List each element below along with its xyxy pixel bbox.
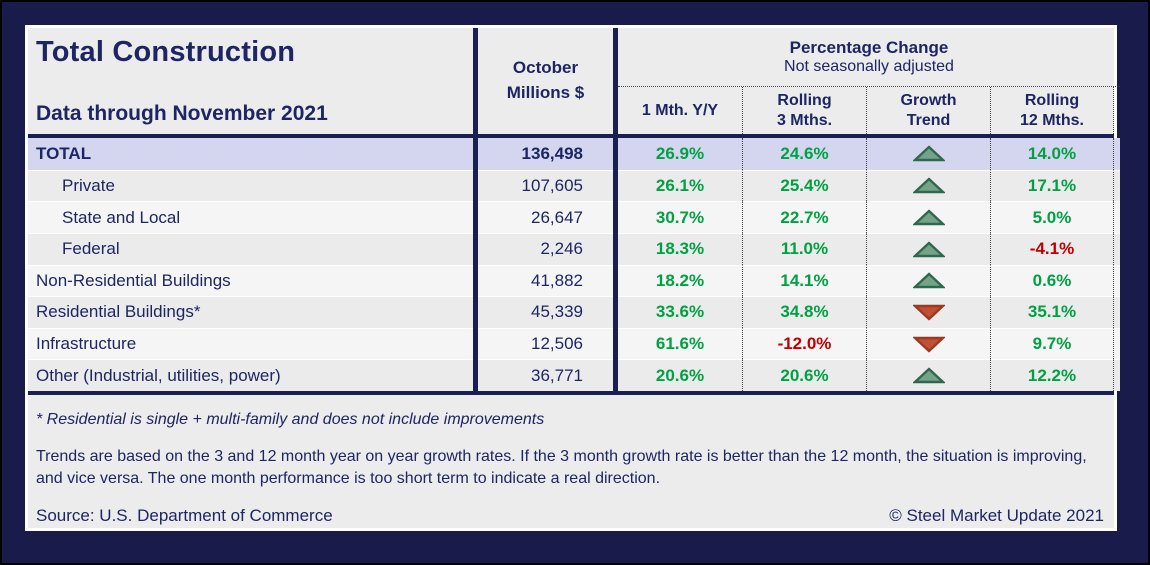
pct-1mth-value: 18.3% [618, 232, 742, 265]
trend-up-icon [866, 232, 990, 265]
sub-column-headers: 1 Mth. Y/Y Rolling 3 Mths. Growth Trend Rol… [618, 87, 1120, 134]
pct-3mths-value: 20.6% [742, 359, 866, 391]
row-label: State and Local [28, 201, 473, 233]
source-row: Source: U.S. Department of Commerce © St… [36, 506, 1104, 528]
column-header-1mth-yy: 1 Mth. Y/Y [641, 101, 719, 119]
trend-up-icon [866, 264, 990, 297]
row-value: 107,605 [478, 169, 613, 202]
pct-3mths-value: 14.1% [742, 264, 866, 297]
table-row: Other (Industrial, utilities, power) 36,7… [28, 359, 1120, 391]
table-row: Private 107,605 26.1% 25.4% 17.1% [28, 169, 1120, 202]
page-subtitle: Data through November 2021 [36, 102, 328, 125]
row-value: 12,506 [478, 327, 613, 360]
row-label: Private [28, 169, 473, 202]
pct-3mths-value: 34.8% [742, 296, 866, 328]
row-label: Non-Residential Buildings [28, 264, 473, 297]
pct-3mths-value: 22.7% [742, 201, 866, 233]
trend-up-icon [866, 201, 990, 233]
pct-12mths-value: 5.0% [990, 201, 1114, 233]
trend-down-icon [866, 327, 990, 360]
trend-up-icon [866, 169, 990, 202]
pct-1mth-value: 61.6% [618, 327, 742, 360]
row-value: 136,498 [521, 143, 583, 163]
group-header: Percentage Change Not seasonally adjuste… [618, 28, 1120, 87]
table-row: State and Local 26,647 30.7% 22.7% 5.0% [28, 201, 1120, 233]
pct-3mths-value: -12.0% [742, 327, 866, 360]
content-panel: Total Construction Data through November… [25, 25, 1120, 534]
group-header-title: Percentage Change [789, 38, 949, 57]
pct-12mths-value: 17.1% [990, 169, 1114, 202]
table-row: Federal 2,246 18.3% 11.0% -4.1% [28, 232, 1120, 265]
header-divider-line [28, 134, 1114, 138]
row-end-pad [1114, 169, 1120, 202]
pct-3mths-value: 24.6% [742, 138, 866, 170]
row-value: 45,339 [478, 296, 613, 328]
pct-1mth-value: 20.6% [618, 359, 742, 391]
row-end-pad [1114, 201, 1120, 233]
pct-1mth-value: 26.9% [655, 143, 705, 163]
row-value: 41,882 [478, 264, 613, 297]
row-end-pad [1114, 232, 1120, 265]
column-divider [473, 28, 478, 134]
table-row: Residential Buildings* 45,339 33.6% 34.8% 35… [28, 296, 1120, 328]
page-title: Total Construction [36, 36, 296, 68]
trend-up-icon [866, 359, 990, 391]
column-header-rolling-12mths: Rolling 12 Mths. [990, 87, 1114, 134]
row-label: Residential Buildings* [28, 296, 473, 328]
table-row: Non-Residential Buildings 41,882 18.2% 14.1… [28, 264, 1120, 297]
row-end-pad [1114, 296, 1120, 328]
column-header-october-millions: October Millions $ [506, 58, 585, 102]
pct-12mths-value: 14.0% [990, 138, 1114, 170]
table-row: Infrastructure 12,506 61.6% -12.0% 9.7% [28, 327, 1120, 360]
source-text: Source: U.S. Department of Commerce [36, 506, 333, 525]
notes-section: * Residential is single + multi-family a… [28, 395, 1114, 534]
row-label: Federal [28, 232, 473, 265]
pct-1mth-value: 33.6% [618, 296, 742, 328]
table-body: TOTAL 136,498 26.9% 24.6% 14.0% Private 107,60… [28, 138, 1120, 391]
pct-3mths-value: 25.4% [742, 169, 866, 202]
title-cell: Total Construction Data through November… [28, 28, 473, 134]
row-end-pad [1114, 264, 1120, 297]
pct-12mths-value: 9.7% [990, 327, 1114, 360]
trend-down-icon [866, 296, 990, 328]
group-header-subtitle: Not seasonally adjusted [784, 58, 954, 75]
residential-footnote: * Residential is single + multi-family a… [36, 411, 545, 428]
pct-1mth-value: 26.1% [618, 169, 742, 202]
row-end-pad [1114, 138, 1120, 170]
trend-explanation: Trends are based on the 3 and 12 month y… [36, 448, 1087, 488]
pct-3mths-value: 11.0% [742, 232, 866, 265]
percentage-change-group: Percentage Change Not seasonally adjuste… [618, 28, 1120, 134]
row-value: 2,246 [478, 232, 613, 265]
copyright-text: © Steel Market Update 2021 [889, 506, 1104, 525]
row-value: 26,647 [478, 201, 613, 233]
pct-12mths-value: -4.1% [990, 232, 1114, 265]
column-header-growth-trend: Growth Trend [866, 87, 990, 134]
table-header: Total Construction Data through November… [28, 28, 1120, 134]
table-row: TOTAL 136,498 26.9% 24.6% 14.0% [28, 138, 1120, 170]
pct-12mths-value: 35.1% [990, 296, 1114, 328]
pct-12mths-value: 12.2% [990, 359, 1114, 391]
trend-up-icon [866, 138, 990, 170]
table-bottom-line [28, 391, 1114, 395]
row-label: Infrastructure [28, 327, 473, 360]
row-label: Other (Industrial, utilities, power) [28, 359, 473, 391]
row-end-pad [1114, 327, 1120, 360]
row-end-pad [1114, 359, 1120, 391]
pct-1mth-value: 18.2% [618, 264, 742, 297]
column-divider [613, 28, 618, 134]
row-value: 36,771 [478, 359, 613, 391]
row-label: TOTAL [36, 143, 92, 163]
column-header-rolling-3mths: Rolling 3 Mths. [742, 87, 866, 134]
pct-1mth-value: 30.7% [618, 201, 742, 233]
pct-12mths-value: 0.6% [990, 264, 1114, 297]
